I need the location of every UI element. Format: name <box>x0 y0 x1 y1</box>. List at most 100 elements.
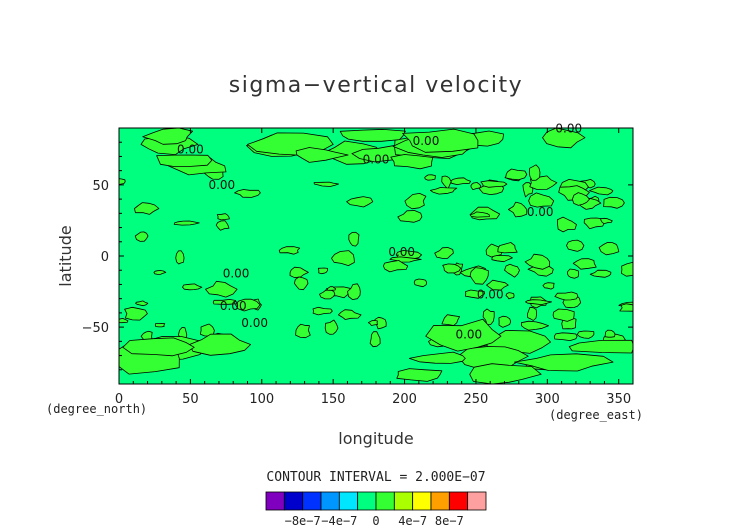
positive-region <box>553 332 578 341</box>
colorbar-tick-label: −4e−7 <box>321 514 357 528</box>
positive-region <box>122 337 195 357</box>
x-tick-label: 150 <box>321 392 346 407</box>
positive-region <box>430 187 458 195</box>
positive-region <box>600 217 613 225</box>
contour-label: 0.00 <box>527 205 554 219</box>
colorbar-swatch <box>393 491 414 511</box>
positive-region <box>521 320 549 331</box>
positive-region <box>424 174 436 181</box>
positive-region <box>464 289 485 299</box>
positive-region <box>469 363 542 385</box>
positive-region <box>390 154 434 170</box>
positive-region <box>182 283 203 291</box>
positive-region <box>346 196 374 208</box>
positive-region <box>497 242 518 254</box>
y-tick-label: 0 <box>101 250 109 265</box>
positive-region <box>413 278 427 288</box>
positive-region <box>542 127 586 149</box>
positive-region <box>135 300 149 307</box>
positive-region <box>525 299 552 305</box>
y-tick-label: 50 <box>92 179 109 194</box>
positive-region <box>153 270 167 275</box>
contour-interval-text: CONTOUR INTERVAL = 2.000E−07 <box>266 470 485 485</box>
positive-region <box>554 291 579 301</box>
positive-region <box>619 303 634 312</box>
positive-region <box>505 292 515 300</box>
x-tick-label: 50 <box>182 392 199 407</box>
positive-region <box>142 127 193 145</box>
contour-label: 0.00 <box>177 143 204 157</box>
x-axis-label: longitude <box>338 429 413 448</box>
positive-region <box>528 192 555 208</box>
positive-region <box>603 196 625 209</box>
positive-region <box>482 308 495 326</box>
positive-region <box>134 231 149 242</box>
positive-region <box>295 323 311 339</box>
x-tick-label: 100 <box>249 392 274 407</box>
positive-region <box>552 308 575 322</box>
colorbar-swatch <box>357 491 377 511</box>
positive-region <box>598 242 620 256</box>
x-tick-label: 350 <box>606 392 631 407</box>
contour-label: 0.00 <box>208 178 235 192</box>
positive-region <box>294 276 309 291</box>
positive-region <box>154 323 166 328</box>
positive-region <box>396 368 443 382</box>
positive-region <box>557 216 577 233</box>
colorbar-swatch <box>283 491 304 511</box>
positive-region <box>572 192 590 206</box>
positive-region <box>504 263 520 278</box>
positive-region <box>205 280 238 298</box>
positive-region <box>312 306 333 316</box>
positive-region <box>402 128 479 153</box>
positive-region <box>442 263 461 274</box>
colorbar-swatch <box>430 491 450 511</box>
positive-region <box>404 193 427 210</box>
chart-title: sigma−vertical velocity <box>229 73 523 98</box>
colorbar <box>265 491 487 511</box>
x-tick-label: 250 <box>464 392 489 407</box>
positive-region <box>434 247 454 259</box>
positive-region <box>235 298 261 312</box>
positive-region <box>566 239 585 252</box>
positive-region <box>567 268 579 279</box>
positive-region <box>175 250 185 265</box>
x-axis: 0 50 100 150 200 250 300 350 <box>115 128 631 407</box>
positive-region <box>491 255 513 263</box>
positive-region <box>589 186 614 196</box>
positive-region <box>215 220 230 231</box>
positive-region <box>173 220 200 226</box>
positive-region <box>513 353 614 372</box>
y-unit-label: (degree_north) <box>46 402 147 416</box>
positive-region <box>408 351 466 364</box>
positive-region <box>369 331 381 348</box>
contour-labels: 0.00 0.00 0.00 0.00 0.00 0.00 0.00 0.00 0.00 0.00… <box>177 121 582 341</box>
colorbar-tick-labels: −8e−7 −4e−7 0 4e−7 8e−7 <box>285 514 464 528</box>
positive-region <box>528 164 541 181</box>
colorbar-swatch <box>467 491 487 511</box>
positive-region <box>234 189 261 198</box>
colorbar-swatch <box>412 491 432 511</box>
colorbar-swatch <box>302 491 322 511</box>
y-axis: 50 0 −50 <box>82 141 633 371</box>
colorbar-tick-label: −8e−7 <box>285 514 321 528</box>
positive-region <box>524 253 551 270</box>
x-unit-label: (degree_east) <box>549 408 643 422</box>
positive-region <box>604 329 616 338</box>
positive-region <box>576 330 595 339</box>
positive-region <box>216 213 230 221</box>
positive-region <box>383 260 409 273</box>
positive-region <box>313 181 339 187</box>
contour-label: 0.00 <box>455 327 482 341</box>
positive-region <box>568 339 634 354</box>
positive-region <box>470 182 482 190</box>
contour-label: 0.00 <box>241 316 268 330</box>
colorbar-tick-label: 4e−7 <box>398 514 427 528</box>
positive-region <box>589 269 612 278</box>
contour-label: 0.00 <box>363 153 390 167</box>
y-axis-label: latitude <box>56 225 75 286</box>
y-tick-label: −50 <box>82 321 109 336</box>
positive-region <box>317 267 328 275</box>
colorbar-swatch <box>448 491 469 511</box>
